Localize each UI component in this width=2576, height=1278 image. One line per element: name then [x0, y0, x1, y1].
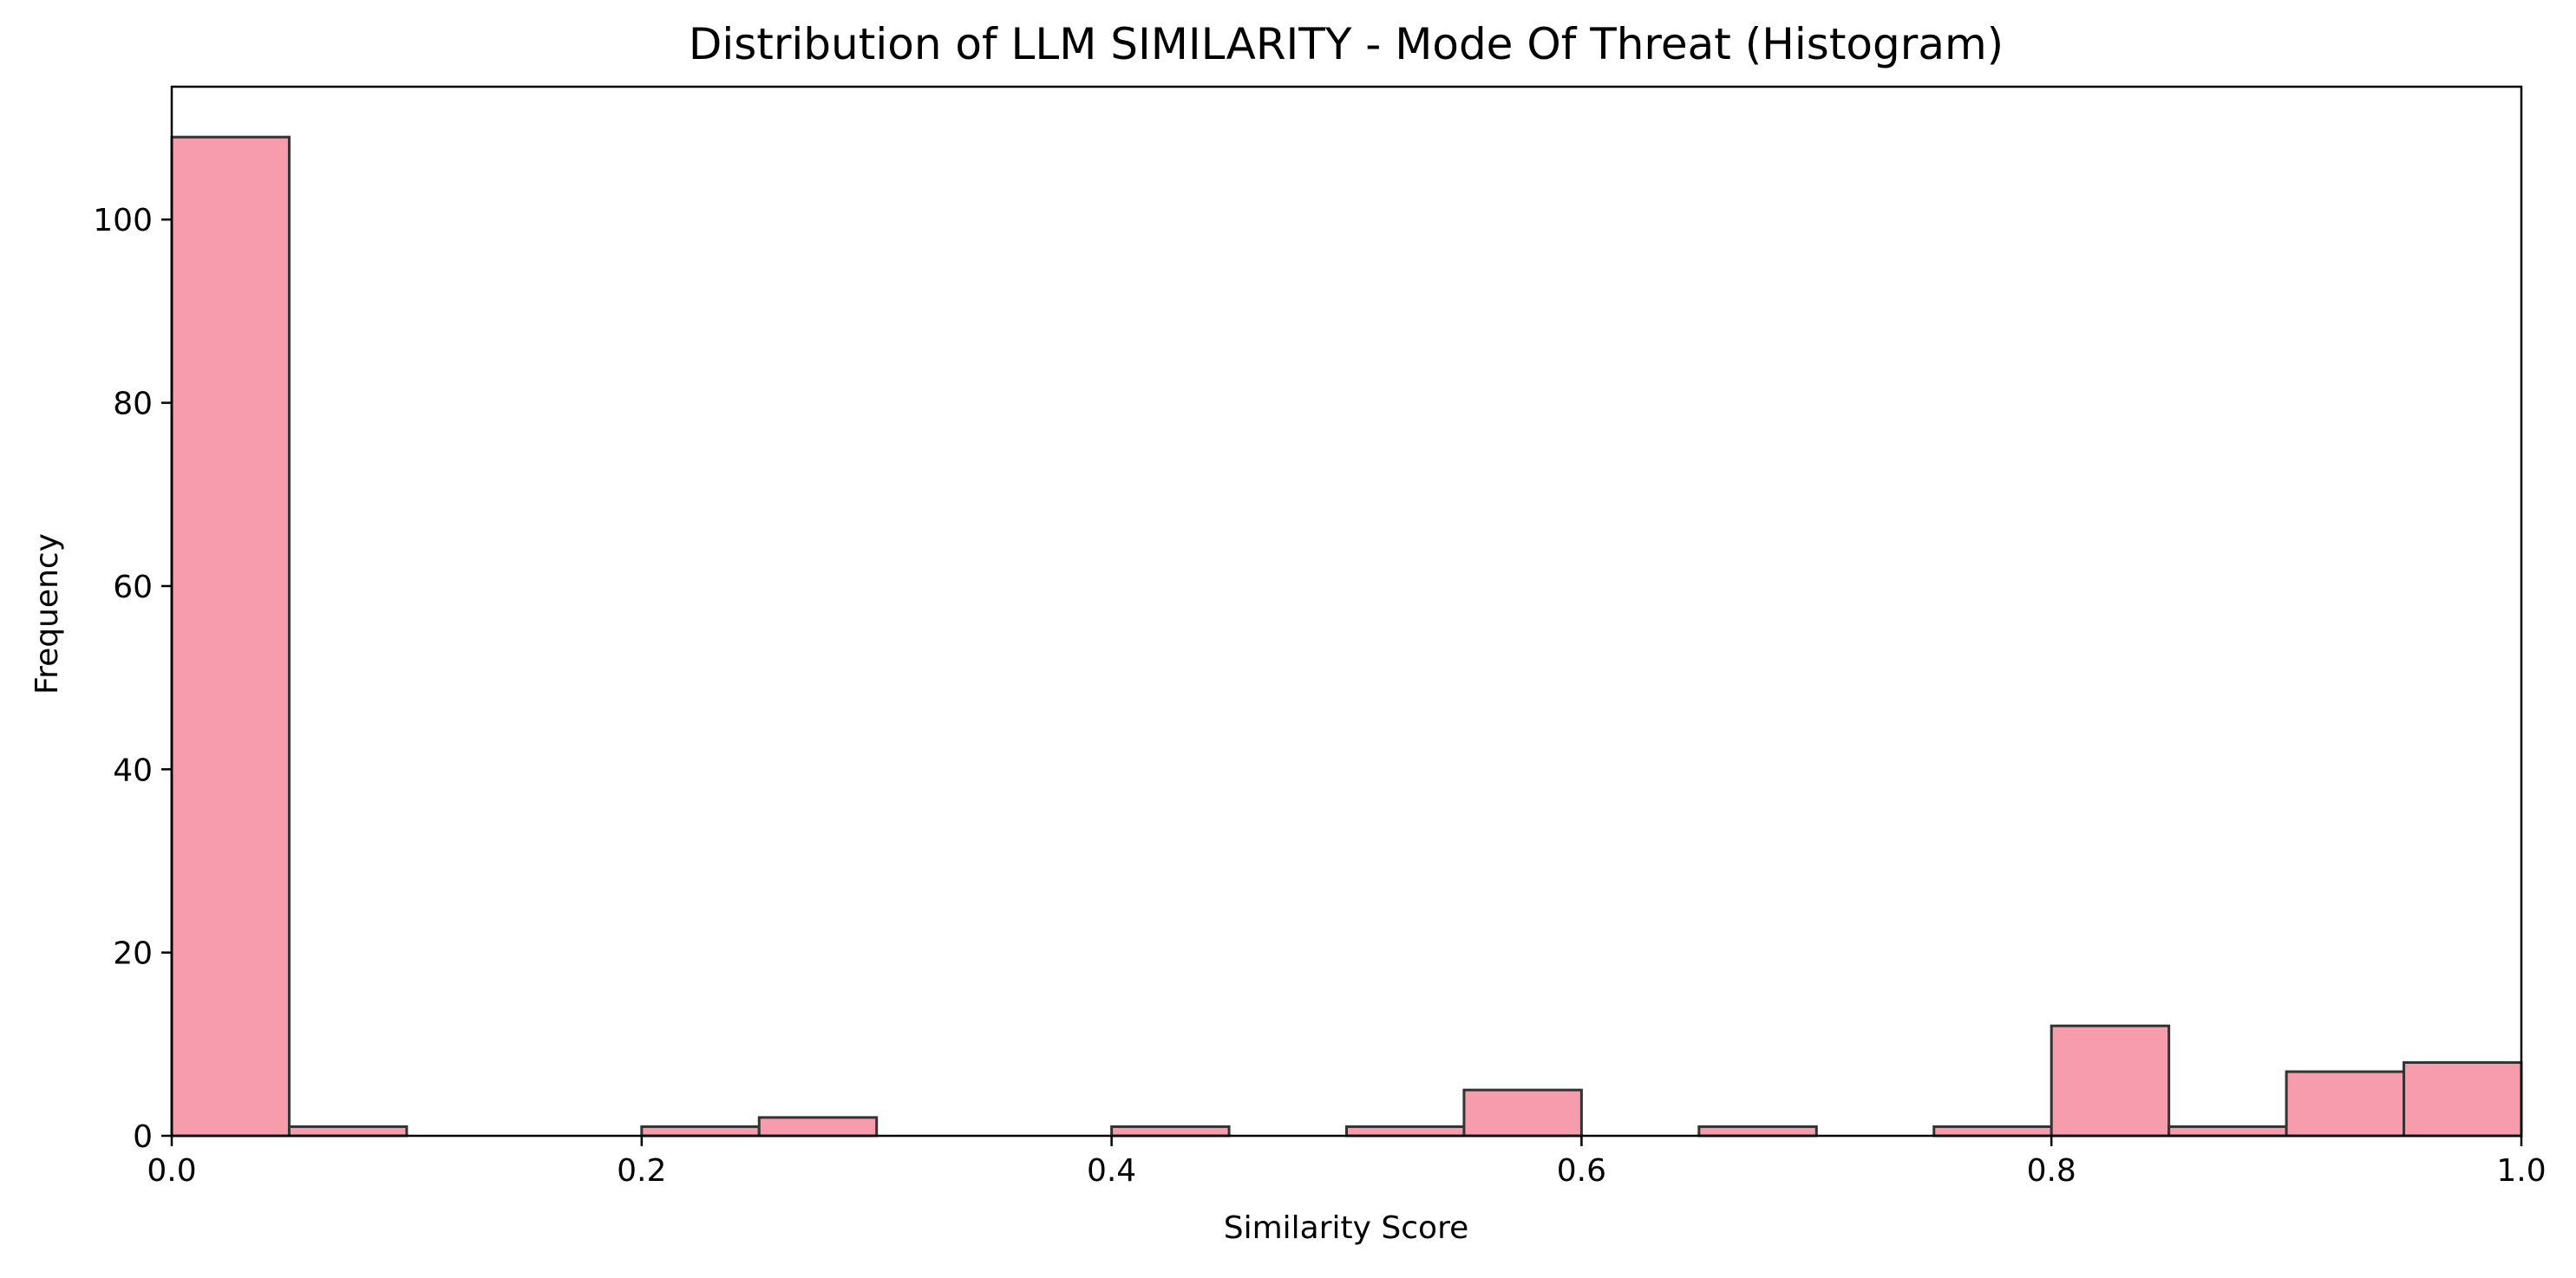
histogram-bar: [1110, 1125, 1231, 1138]
y-tick-label: 0: [133, 1119, 153, 1155]
histogram-bar: [640, 1125, 761, 1138]
histogram-bar: [287, 1125, 409, 1138]
histogram-bar: [757, 1116, 879, 1138]
histogram-bar: [1932, 1125, 2053, 1138]
histogram-bar: [2285, 1070, 2406, 1138]
y-axis-label: Frequency: [29, 533, 65, 694]
y-tick-label: 60: [113, 570, 153, 605]
bars-group: [170, 135, 2523, 1138]
histogram-bar: [170, 135, 291, 1138]
x-axis-ticks: 0.0 0.2 0.4 0.6 0.8 1.0: [147, 1136, 2547, 1189]
plot-frame: [170, 85, 2523, 1138]
histogram-bar: [1462, 1088, 1583, 1138]
y-axis-ticks: 0 20 40 60 80 100: [93, 203, 172, 1155]
histogram-bar: [1697, 1125, 1818, 1138]
x-tick-label: 0.8: [2027, 1153, 2076, 1189]
histogram-bar: [2403, 1060, 2523, 1138]
x-axis-label: Similarity Score: [1224, 1210, 1468, 1246]
y-tick-label: 100: [93, 203, 153, 238]
histogram-bar: [2167, 1125, 2288, 1138]
x-tick-label: 0.0: [147, 1153, 196, 1189]
y-tick-label: 80: [113, 387, 153, 422]
chart-title: Distribution of LLM SIMILARITY - Mode Of…: [689, 19, 2004, 69]
x-tick-label: 0.2: [617, 1153, 666, 1189]
y-tick-label: 40: [113, 753, 153, 788]
histogram-bar: [1345, 1125, 1466, 1138]
y-tick-label: 20: [113, 936, 153, 972]
histogram-bar: [2050, 1024, 2171, 1138]
x-tick-label: 0.6: [1557, 1153, 1606, 1189]
x-tick-label: 1.0: [2496, 1153, 2546, 1189]
x-tick-label: 0.4: [1087, 1153, 1136, 1189]
